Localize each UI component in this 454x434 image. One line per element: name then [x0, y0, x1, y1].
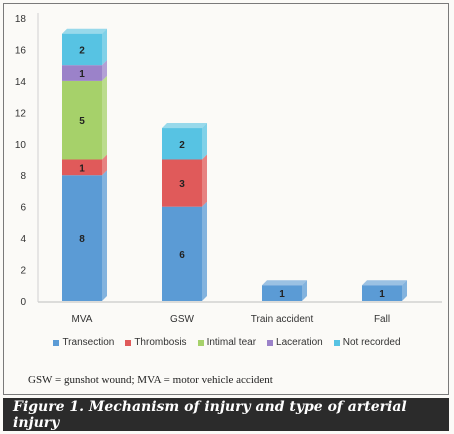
data-label: 6 [179, 250, 185, 261]
x-category-label: MVA [72, 314, 93, 325]
y-tick-label: 18 [15, 14, 27, 25]
y-tick-label: 4 [20, 234, 26, 245]
legend-label: Thrombosis [134, 337, 187, 348]
figure-caption: Figure 1. Mechanism of injury and type o… [13, 398, 407, 431]
data-label: 3 [179, 179, 185, 190]
bar-segment-side [102, 28, 107, 66]
bar-segment-side [102, 154, 107, 176]
legend-label: Laceration [276, 337, 323, 348]
bar-segment-side [102, 75, 107, 160]
legend-label: Not recorded [342, 337, 401, 348]
x-category-label: Train accident [251, 314, 314, 325]
bar-segment [262, 285, 302, 301]
legend-label: Intimal tear [206, 337, 257, 348]
y-tick-label: 6 [20, 203, 26, 214]
bar-segment-top [262, 280, 307, 286]
y-tick-label: 0 [20, 297, 26, 308]
legend-item: Intimal tear [197, 337, 257, 348]
y-tick-label: 14 [15, 77, 27, 88]
bar-segment-side [102, 170, 107, 301]
data-label: 1 [79, 69, 85, 80]
chart-frame: 0 2 4 6 8 10 12 14 16 18 8 1 5 1 2 MVA 6 3 2 GSW 1 Train acci… [3, 3, 449, 395]
legend-item: Not recorded [333, 337, 401, 348]
chart-legend: Transection Thrombosis Intimal tear Lacerat… [0, 337, 454, 348]
x-category-label: Fall [374, 314, 390, 325]
bar-segment [162, 159, 202, 207]
figure-caption-bar: Figure 1. Mechanism of injury and type o… [3, 398, 449, 431]
y-tick-label: 12 [15, 108, 27, 119]
legend-swatch [197, 339, 204, 346]
legend-swatch [267, 339, 274, 346]
bar-segment-side [202, 201, 207, 301]
legend-label: Transection [62, 337, 115, 348]
bar-segment-side [202, 123, 207, 160]
bar-segment [62, 175, 102, 301]
data-label: 1 [379, 289, 385, 300]
data-label: 1 [279, 289, 285, 300]
bar-segment [62, 80, 102, 160]
legend-item: Laceration [267, 337, 323, 348]
bar-segment [62, 159, 102, 176]
bar-segment [362, 285, 402, 301]
bar-segment-side [402, 280, 407, 301]
bar-segment-top [362, 280, 407, 286]
data-label: 1 [79, 163, 85, 174]
bar-segment [62, 33, 102, 66]
bar-segment-top [62, 28, 107, 34]
bar-segment-side [302, 280, 307, 301]
bar-segment [62, 65, 102, 81]
figure-footnote: GSW = gunshot wound; MVA = motor vehicle… [28, 374, 273, 386]
legend-swatch [53, 339, 60, 346]
bar-segment-side [102, 60, 107, 81]
y-tick-label: 10 [15, 140, 27, 151]
x-category-label: GSW [170, 314, 194, 325]
legend-item: Thrombosis [125, 337, 187, 348]
legend-item: Transection [53, 337, 114, 348]
data-label: 2 [179, 140, 185, 151]
legend-swatch [333, 339, 340, 346]
bar-segment-top [162, 123, 207, 129]
y-tick-label: 8 [20, 171, 26, 182]
y-tick-label: 2 [20, 266, 26, 277]
data-label: 5 [79, 116, 85, 127]
data-label: 8 [79, 234, 85, 245]
data-label: 2 [79, 45, 85, 56]
bar-segment [162, 128, 202, 160]
y-tick-label: 16 [15, 45, 27, 56]
bar-segment-side [202, 154, 207, 207]
bar-segment [162, 206, 202, 301]
legend-swatch [125, 339, 132, 346]
